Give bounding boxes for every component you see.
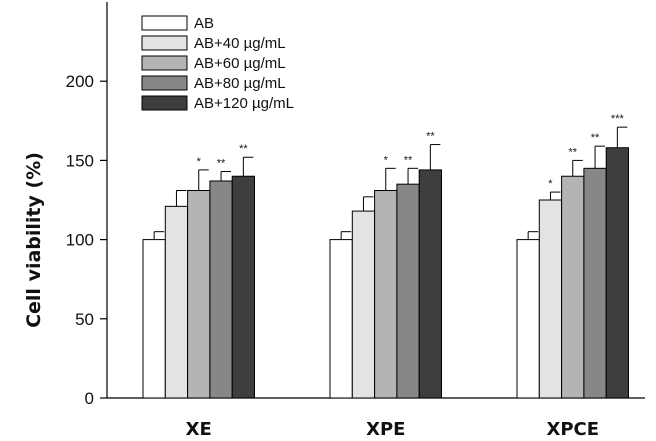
bar bbox=[231, 175, 255, 399]
x-tick-label: XPE bbox=[366, 419, 405, 440]
y-axis-label: Cell viability (%) bbox=[23, 152, 45, 328]
bar bbox=[605, 147, 630, 399]
bar bbox=[583, 167, 607, 399]
bar bbox=[351, 210, 376, 399]
legend-swatch bbox=[141, 75, 188, 91]
significance-label: * bbox=[548, 178, 553, 190]
y-tick-label: 100 bbox=[66, 231, 94, 250]
bar bbox=[374, 189, 398, 399]
bar bbox=[538, 199, 563, 399]
legend-label: AB bbox=[194, 15, 214, 32]
axes: 0 50 100 150 200 XE XPE XPCE bbox=[66, 2, 645, 440]
legend-label: AB+40 µg/mL bbox=[194, 35, 286, 52]
legend-label: AB+60 µg/mL bbox=[194, 55, 286, 72]
significance-label: ** bbox=[591, 132, 600, 144]
significance-label: ** bbox=[568, 146, 577, 158]
bar bbox=[516, 239, 540, 399]
significance-label: ** bbox=[217, 157, 226, 169]
significance-label: ** bbox=[239, 143, 248, 155]
bars: * ***** ************ bbox=[142, 113, 630, 399]
bar bbox=[396, 183, 420, 399]
bar bbox=[561, 175, 585, 399]
legend-swatch bbox=[141, 55, 188, 71]
y-tick-label: 200 bbox=[66, 72, 94, 91]
bar bbox=[418, 169, 443, 399]
significance-label: *** bbox=[611, 113, 625, 125]
significance-label: ** bbox=[404, 154, 413, 166]
y-tick-label: 0 bbox=[85, 389, 94, 408]
legend-swatch bbox=[141, 95, 188, 111]
significance-label: ** bbox=[426, 131, 435, 143]
legend-swatch bbox=[141, 35, 188, 51]
bar bbox=[329, 239, 353, 399]
bar bbox=[187, 189, 211, 399]
legend: AB AB+40 µg/mL AB+60 µg/mL AB+80 µg/mL AB+12… bbox=[141, 15, 294, 112]
legend-swatch bbox=[141, 15, 188, 31]
bar bbox=[142, 239, 166, 399]
x-tick-label: XPCE bbox=[546, 419, 599, 440]
legend-label: AB+80 µg/mL bbox=[194, 75, 286, 92]
legend-label: AB+120 µg/mL bbox=[194, 95, 294, 112]
bar bbox=[164, 205, 189, 399]
bar bbox=[209, 180, 233, 399]
significance-label: * bbox=[384, 154, 389, 166]
y-tick-label: 50 bbox=[75, 310, 94, 329]
x-tick-label: XE bbox=[186, 419, 212, 440]
significance-label: * bbox=[197, 156, 202, 168]
y-tick-label: 150 bbox=[66, 151, 94, 170]
